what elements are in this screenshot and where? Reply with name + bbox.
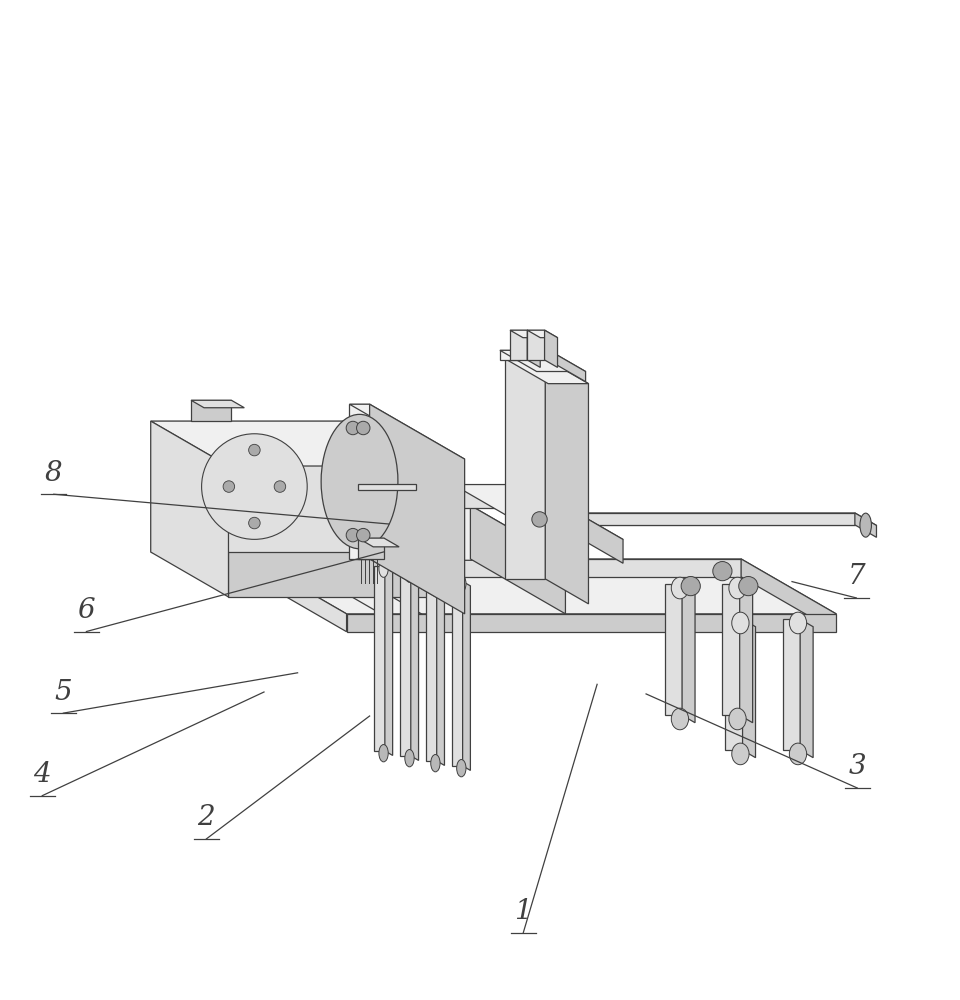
Ellipse shape [379,745,388,762]
Polygon shape [437,576,444,765]
Circle shape [202,434,307,539]
Polygon shape [566,513,854,525]
Polygon shape [726,619,743,750]
Polygon shape [349,404,465,459]
Polygon shape [252,559,347,632]
Ellipse shape [789,612,806,634]
Ellipse shape [322,414,398,549]
Polygon shape [463,581,470,770]
Polygon shape [355,505,565,560]
Polygon shape [800,619,813,758]
Polygon shape [722,584,739,715]
Polygon shape [426,576,437,761]
Polygon shape [228,466,436,597]
Polygon shape [191,400,231,421]
Text: 7: 7 [848,563,865,590]
Circle shape [223,481,234,492]
Text: 5: 5 [55,678,72,706]
Ellipse shape [732,743,749,765]
Polygon shape [854,513,876,537]
Ellipse shape [405,750,414,767]
Ellipse shape [431,570,440,587]
Polygon shape [453,485,623,539]
Polygon shape [566,513,876,525]
Text: 8: 8 [45,460,62,487]
Ellipse shape [457,575,466,592]
Polygon shape [358,538,399,547]
Polygon shape [741,559,836,632]
Polygon shape [527,330,544,360]
Polygon shape [453,485,528,508]
Polygon shape [664,584,682,715]
Ellipse shape [671,708,688,730]
Polygon shape [400,571,411,756]
Text: 4: 4 [34,761,51,788]
Polygon shape [358,538,384,559]
Polygon shape [549,350,586,382]
Circle shape [356,528,370,542]
Polygon shape [528,485,623,563]
Polygon shape [783,619,800,750]
Polygon shape [527,330,558,338]
Circle shape [347,421,360,435]
Polygon shape [500,350,586,372]
Ellipse shape [379,560,388,577]
Polygon shape [358,421,436,597]
Circle shape [275,481,286,492]
Ellipse shape [860,513,872,537]
Text: 1: 1 [515,898,532,925]
Polygon shape [191,400,245,408]
Circle shape [712,562,732,581]
Ellipse shape [671,577,688,599]
Circle shape [532,512,547,527]
Text: 2: 2 [198,804,215,831]
Polygon shape [544,330,558,367]
Circle shape [738,577,758,596]
Circle shape [682,577,701,596]
Circle shape [249,517,260,529]
Polygon shape [347,614,836,632]
Polygon shape [411,571,419,760]
Polygon shape [385,566,393,755]
Polygon shape [358,484,416,490]
Polygon shape [505,359,588,384]
Polygon shape [151,421,358,552]
Polygon shape [510,330,540,338]
Polygon shape [151,421,228,597]
Polygon shape [505,359,545,579]
Text: 3: 3 [849,753,866,780]
Polygon shape [151,421,436,466]
Polygon shape [252,559,741,577]
Ellipse shape [431,755,440,772]
Ellipse shape [729,577,746,599]
Circle shape [356,421,370,435]
Polygon shape [743,619,756,758]
Polygon shape [527,330,540,367]
Circle shape [347,528,360,542]
Ellipse shape [457,760,466,777]
Polygon shape [510,330,527,360]
Polygon shape [739,584,753,723]
Ellipse shape [789,743,806,765]
Polygon shape [370,404,465,614]
Circle shape [249,444,260,456]
Polygon shape [500,350,549,360]
Polygon shape [374,566,385,751]
Text: 6: 6 [78,597,95,624]
Polygon shape [545,359,588,604]
Polygon shape [355,505,470,559]
Polygon shape [452,581,463,766]
Polygon shape [349,404,370,559]
Ellipse shape [729,708,746,730]
Polygon shape [682,584,695,723]
Polygon shape [252,559,836,614]
Ellipse shape [732,612,749,634]
Polygon shape [470,505,565,614]
Ellipse shape [405,565,414,582]
